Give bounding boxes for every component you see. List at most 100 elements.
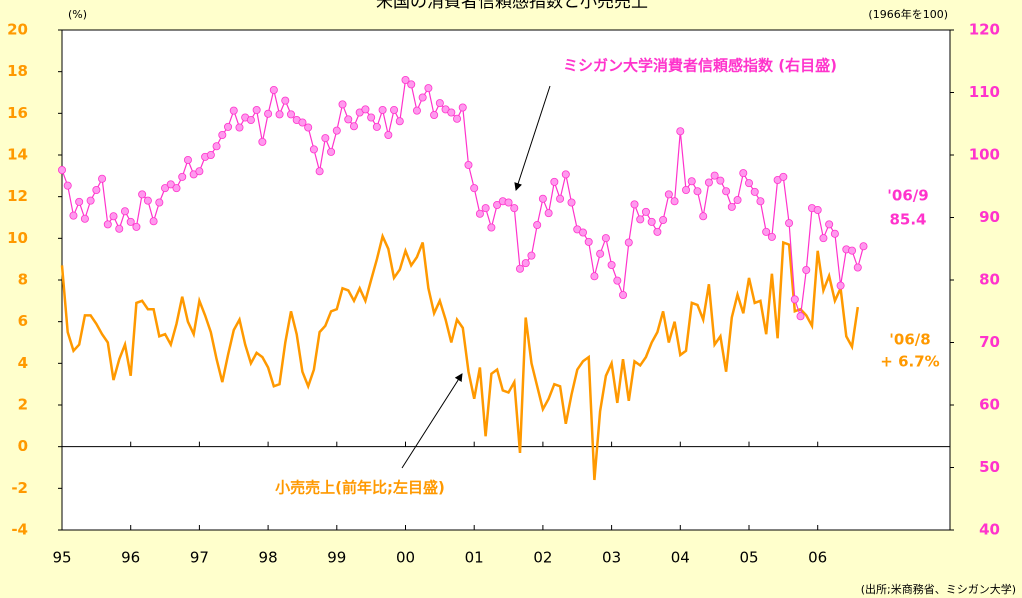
marker — [418, 93, 427, 102]
marker — [790, 295, 799, 304]
marker — [361, 105, 370, 114]
arrow — [401, 373, 463, 469]
marker — [676, 127, 685, 136]
marker — [378, 106, 387, 115]
y2-tick-label: 40 — [979, 521, 1000, 539]
marker — [556, 194, 565, 203]
marker — [218, 130, 227, 139]
marker — [92, 185, 101, 194]
y-tick-label: 6 — [18, 312, 28, 330]
marker — [475, 209, 484, 218]
marker — [143, 196, 152, 205]
marker — [183, 155, 192, 164]
marker — [779, 172, 788, 181]
marker — [115, 224, 124, 233]
marker — [372, 122, 381, 131]
marker — [813, 205, 822, 214]
x-tick-label: 97 — [190, 549, 209, 567]
marker — [63, 181, 72, 190]
marker — [195, 167, 204, 176]
marker — [407, 80, 416, 89]
x-tick-label: 05 — [739, 549, 758, 567]
marker — [75, 197, 84, 206]
marker — [561, 170, 570, 179]
x-tick-label: 06 — [808, 549, 827, 567]
marker — [86, 196, 95, 205]
marker — [470, 184, 479, 193]
marker — [487, 223, 496, 232]
marker — [527, 251, 536, 260]
marker — [785, 219, 794, 228]
y2-tick-label: 90 — [979, 208, 1000, 226]
marker — [286, 110, 295, 119]
marker — [607, 260, 616, 269]
marker — [647, 217, 656, 226]
marker — [739, 169, 748, 178]
y-tick-label: 16 — [7, 104, 28, 122]
marker — [172, 184, 181, 193]
marker — [636, 215, 645, 224]
y-tick-label: 20 — [7, 21, 28, 39]
y2-tick-label: 80 — [979, 271, 1000, 289]
marker — [252, 106, 261, 115]
marker — [264, 109, 273, 118]
series-line — [60, 232, 860, 481]
marker — [601, 234, 610, 243]
y-unit: (%) — [68, 8, 87, 21]
marker — [327, 147, 336, 156]
marker — [538, 194, 547, 203]
marker — [149, 217, 158, 226]
source: (出所;米商務省、ミシガン大学) — [861, 582, 1016, 596]
y2-tick-label: 110 — [969, 83, 1000, 101]
marker — [412, 106, 421, 115]
marker — [344, 115, 353, 124]
marker — [161, 184, 170, 193]
marker — [246, 116, 255, 125]
y2-tick-label: 100 — [969, 146, 1000, 164]
x-tick-label: 98 — [259, 549, 278, 567]
marker — [281, 96, 290, 105]
marker — [596, 249, 605, 258]
marker — [464, 160, 473, 169]
marker — [584, 237, 593, 246]
marker — [767, 232, 776, 241]
marker — [298, 118, 307, 127]
marker — [367, 113, 376, 122]
y2-tick-label: 50 — [979, 458, 1000, 476]
x-tick-label: 04 — [671, 549, 690, 567]
plot-area — [61, 29, 951, 531]
marker — [853, 263, 862, 272]
marker — [659, 215, 668, 224]
marker — [796, 312, 805, 321]
marker — [619, 290, 628, 299]
marker — [275, 110, 284, 119]
marker — [332, 126, 341, 135]
x-tick-label: 96 — [121, 549, 140, 567]
marker — [126, 217, 135, 226]
marker — [733, 195, 742, 204]
marker — [819, 234, 828, 243]
marker — [166, 180, 175, 189]
marker — [224, 122, 233, 131]
marker — [321, 134, 330, 143]
annotation: '06/8 — [889, 331, 930, 349]
marker — [716, 176, 725, 185]
marker — [481, 204, 490, 213]
x-tick-label: 02 — [533, 549, 552, 567]
marker — [155, 198, 164, 207]
marker — [269, 86, 278, 95]
y2-tick-label: 120 — [969, 21, 1000, 39]
marker — [338, 100, 347, 109]
marker — [384, 130, 393, 139]
y-tick-label: -2 — [11, 479, 28, 497]
x-tick-label: 99 — [327, 549, 346, 567]
marker — [206, 150, 215, 159]
x-tick-label: 03 — [602, 549, 621, 567]
marker — [453, 114, 462, 123]
marker — [722, 187, 731, 196]
y2-unit: (1966年を100) — [868, 7, 948, 21]
marker — [401, 76, 410, 85]
marker — [58, 165, 67, 174]
y-tick-label: 8 — [18, 271, 28, 289]
x-tick-label: 00 — [396, 549, 415, 567]
